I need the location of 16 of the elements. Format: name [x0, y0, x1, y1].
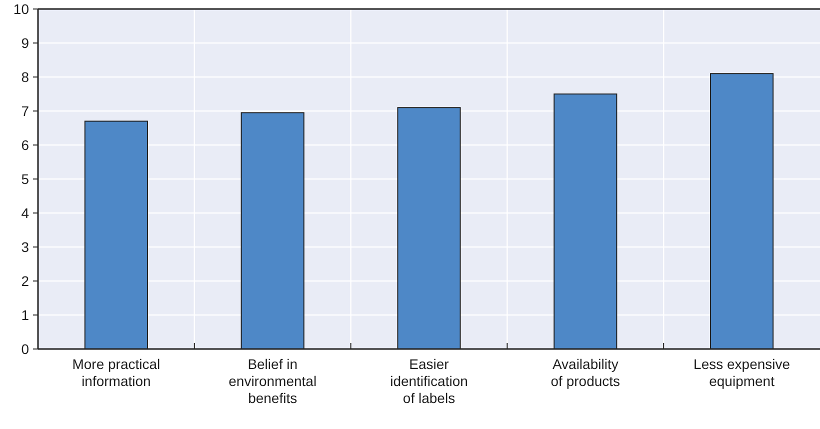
y-tick-label: 3: [21, 238, 30, 255]
x-tick-label: More practical information: [72, 356, 160, 389]
y-tick-label: 9: [21, 34, 30, 51]
x-tick-label: Less expensive equipment: [694, 356, 790, 389]
y-tick-label: 6: [21, 136, 30, 153]
y-tick-label: 8: [21, 68, 30, 85]
y-tick-label: 2: [21, 272, 30, 289]
x-tick-label: Availability of products: [550, 356, 620, 389]
y-tick-label: 4: [21, 204, 30, 221]
y-tick-label: 1: [21, 306, 30, 323]
x-tick-label: Easier identification of labels: [390, 356, 468, 406]
x-tick-label: Belief in environmental benefits: [228, 356, 317, 406]
y-tick-label: 10: [13, 0, 30, 17]
y-tick-label: 5: [21, 170, 30, 187]
y-tick-label: 7: [21, 102, 30, 119]
y-tick-label: 0: [21, 340, 30, 357]
